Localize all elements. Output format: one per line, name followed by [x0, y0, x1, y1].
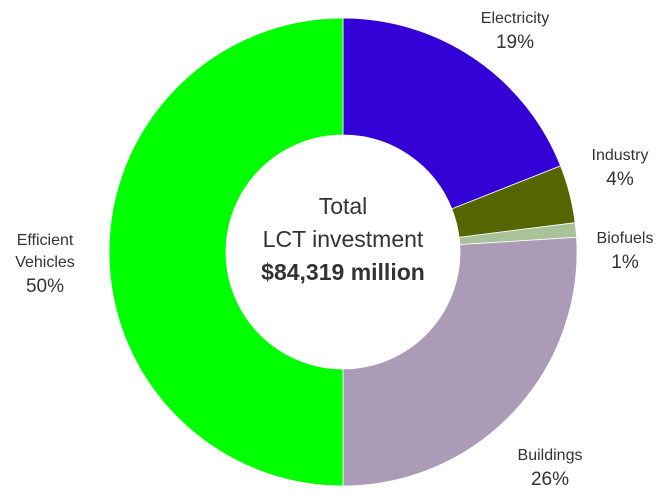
segment-label: Buildings 26% — [495, 445, 605, 493]
value-label: 50% — [25, 276, 65, 297]
center-line: LCT investment — [262, 226, 424, 252]
segment-label: Biofuels 1% — [570, 228, 666, 276]
value-label: 4% — [606, 169, 634, 190]
category-name: Efficient Vehicles — [15, 232, 75, 271]
category-name: Electricity — [480, 10, 550, 27]
value-label: 19% — [495, 32, 535, 53]
value-label: 1% — [611, 252, 639, 273]
value-label: 26% — [530, 469, 570, 490]
center-label: Total LCT investment $84,319 million — [223, 190, 463, 289]
center-line: Total — [318, 193, 368, 219]
segment-label: Industry 4% — [565, 145, 666, 193]
donut-segment — [108, 17, 344, 487]
category-name: Biofuels — [596, 230, 654, 247]
category-name: Buildings — [517, 447, 583, 464]
donut-segment — [342, 236, 578, 487]
center-total: $84,319 million — [261, 259, 425, 285]
donut-segment — [342, 17, 562, 210]
segment-label: Electricity 19% — [460, 8, 570, 56]
segment-label: Efficient Vehicles 50% — [0, 230, 95, 300]
category-name: Industry — [591, 147, 649, 164]
